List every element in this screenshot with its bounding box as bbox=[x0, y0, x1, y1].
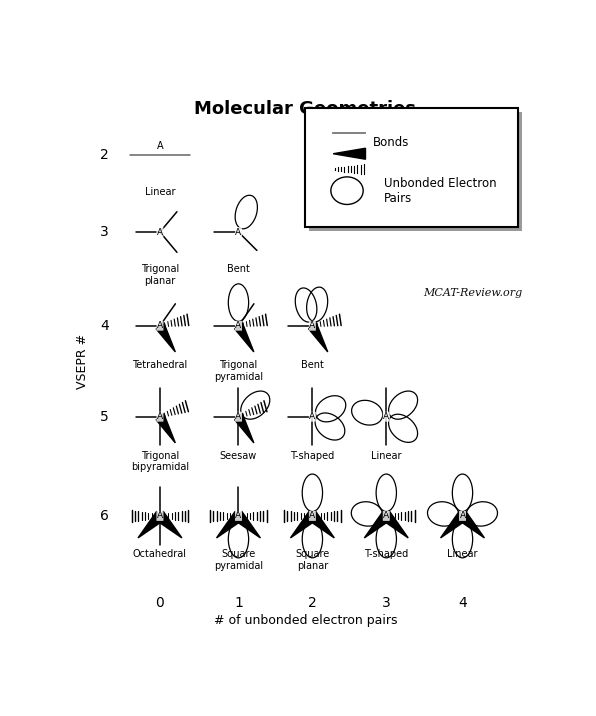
Text: A: A bbox=[235, 412, 241, 421]
Text: Trigonal
pyramidal: Trigonal pyramidal bbox=[214, 360, 263, 382]
Text: Square
pyramidal: Square pyramidal bbox=[214, 549, 263, 571]
Polygon shape bbox=[460, 511, 485, 538]
Bar bbox=[305, 108, 518, 226]
Text: Square
planar: Square planar bbox=[295, 549, 330, 571]
Text: A: A bbox=[235, 321, 241, 330]
Polygon shape bbox=[156, 414, 175, 443]
Text: 2: 2 bbox=[308, 596, 316, 610]
Text: 0: 0 bbox=[156, 596, 164, 610]
Text: 4: 4 bbox=[100, 319, 109, 333]
Text: 1: 1 bbox=[234, 596, 243, 610]
Text: A: A bbox=[157, 321, 163, 330]
Text: Bonds: Bonds bbox=[372, 136, 409, 149]
Polygon shape bbox=[235, 414, 254, 443]
Text: # of unbonded electron pairs: # of unbonded electron pairs bbox=[214, 614, 397, 627]
Polygon shape bbox=[156, 323, 175, 352]
Text: Unbonded Electron
Pairs: Unbonded Electron Pairs bbox=[384, 177, 496, 205]
Text: T-shaped: T-shaped bbox=[364, 549, 408, 559]
Polygon shape bbox=[290, 511, 316, 538]
Text: Octahedral: Octahedral bbox=[133, 549, 187, 559]
Text: A: A bbox=[235, 228, 241, 236]
Polygon shape bbox=[364, 511, 390, 538]
Text: Molecular Geometries: Molecular Geometries bbox=[194, 100, 417, 117]
Text: Linear: Linear bbox=[371, 451, 402, 461]
Polygon shape bbox=[309, 323, 328, 352]
Text: Bent: Bent bbox=[301, 360, 324, 370]
Text: A: A bbox=[383, 511, 389, 521]
Polygon shape bbox=[235, 323, 254, 352]
Text: Trigonal
bipyramidal: Trigonal bipyramidal bbox=[131, 451, 189, 473]
Polygon shape bbox=[440, 511, 465, 538]
Text: Seesaw: Seesaw bbox=[220, 451, 257, 461]
Polygon shape bbox=[333, 148, 365, 159]
Text: Linear: Linear bbox=[145, 187, 175, 197]
Text: A: A bbox=[383, 412, 389, 421]
Polygon shape bbox=[157, 511, 182, 538]
Polygon shape bbox=[309, 511, 334, 538]
Text: A: A bbox=[157, 511, 163, 521]
Text: A: A bbox=[157, 228, 163, 236]
Text: Tetrahedral: Tetrahedral bbox=[132, 360, 188, 370]
Text: 3: 3 bbox=[382, 596, 390, 610]
Text: 5: 5 bbox=[100, 410, 109, 424]
Text: Bent: Bent bbox=[227, 264, 250, 274]
Polygon shape bbox=[235, 511, 260, 538]
Text: A: A bbox=[157, 141, 163, 151]
Text: Trigonal
planar: Trigonal planar bbox=[141, 264, 179, 286]
Text: A: A bbox=[235, 511, 241, 521]
Text: MCAT-Review.org: MCAT-Review.org bbox=[423, 288, 523, 298]
Text: T-shaped: T-shaped bbox=[290, 451, 334, 461]
Text: A: A bbox=[309, 412, 315, 421]
Text: A: A bbox=[309, 321, 315, 330]
Polygon shape bbox=[138, 511, 163, 538]
Text: Linear: Linear bbox=[447, 549, 478, 559]
Text: 4: 4 bbox=[458, 596, 467, 610]
Text: VSEPR #: VSEPR # bbox=[76, 334, 89, 389]
Text: 2: 2 bbox=[100, 147, 109, 162]
Polygon shape bbox=[383, 511, 408, 538]
Text: A: A bbox=[309, 511, 315, 521]
Polygon shape bbox=[216, 511, 242, 538]
Text: 6: 6 bbox=[100, 509, 109, 523]
Bar bbox=[309, 112, 522, 231]
Text: A: A bbox=[460, 511, 465, 521]
Text: A: A bbox=[157, 412, 163, 421]
Text: 3: 3 bbox=[100, 225, 109, 239]
